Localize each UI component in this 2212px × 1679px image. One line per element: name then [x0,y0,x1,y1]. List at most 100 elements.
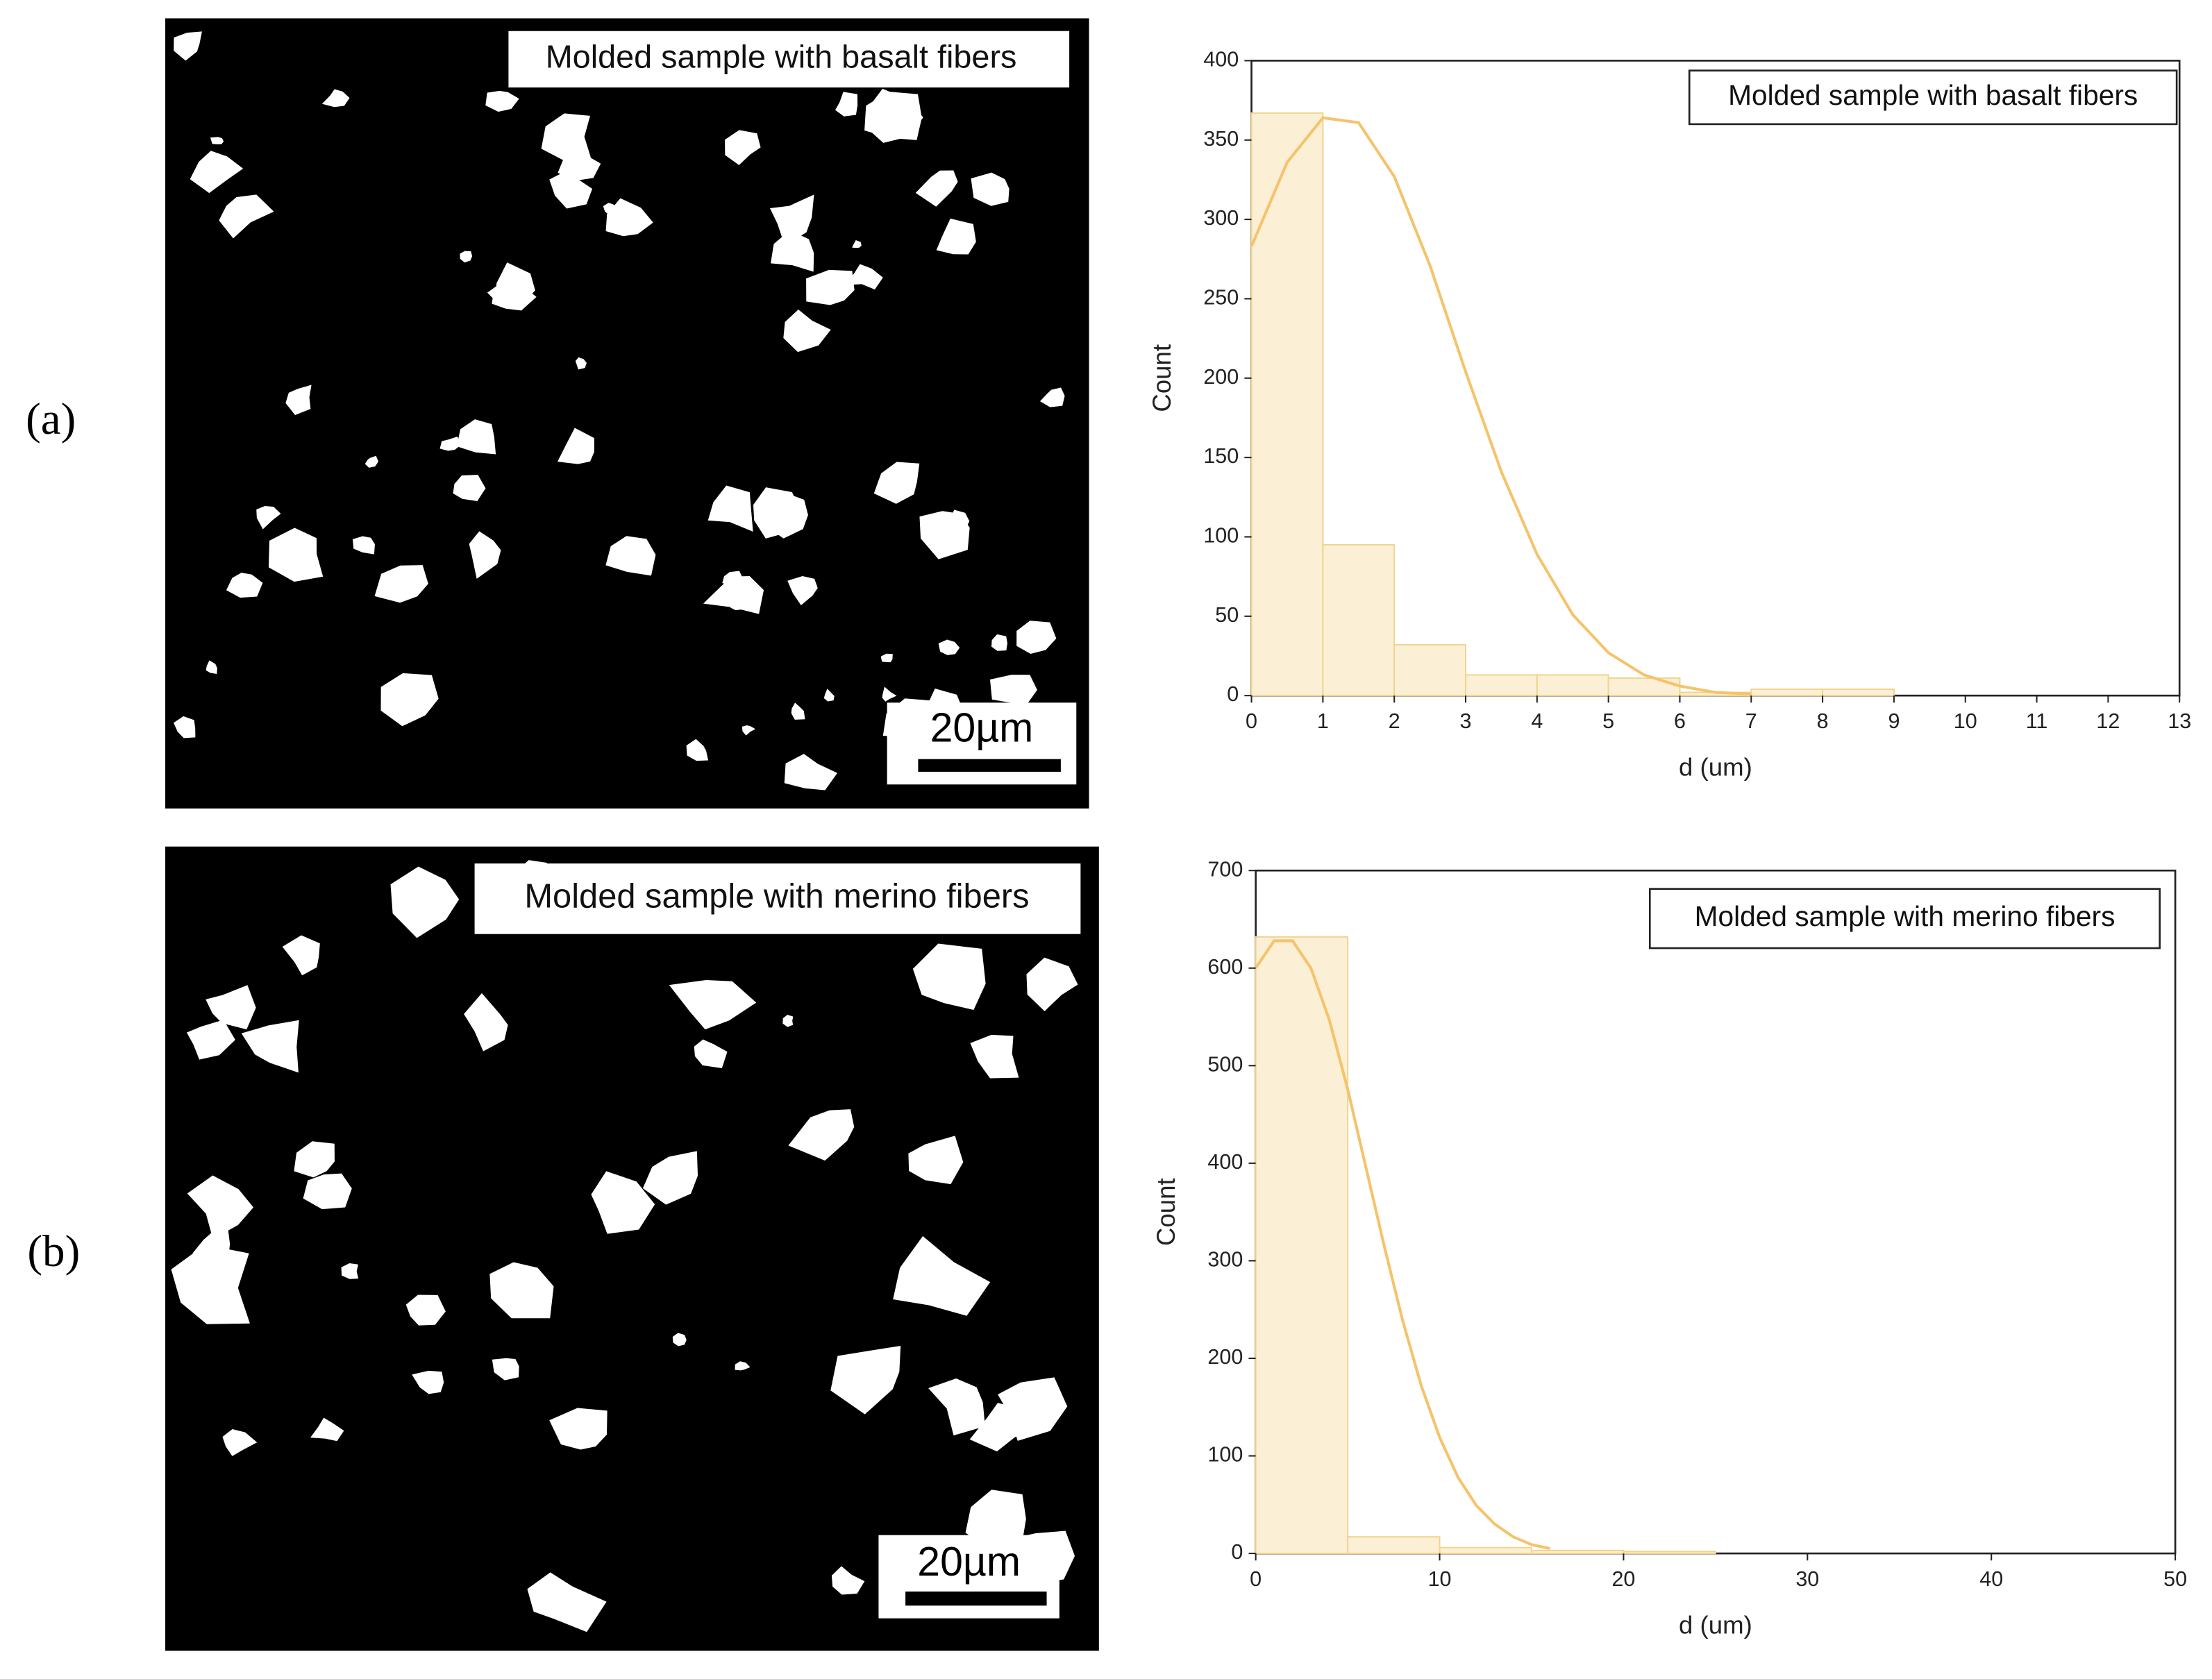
bar [1322,543,1396,697]
particle [226,573,263,598]
legend-text: Molded sample with merino fibers [1695,900,2115,932]
x-tick-label: 10 [1954,709,1977,733]
particle [741,725,756,736]
particle [1026,957,1078,1011]
particle [880,653,893,663]
y-tick-label: 200 [1203,365,1239,389]
particle [991,634,1007,651]
x-tick-label: 0 [1246,709,1257,733]
x-tick-label: 5 [1602,709,1614,733]
scale-bar [905,1591,1047,1606]
particle [893,1235,991,1316]
x-tick-label: 40 [1979,1567,2003,1591]
particle [222,1428,258,1456]
particle [341,1263,359,1279]
particle [769,194,814,246]
scale-bar [918,759,1061,772]
particle [970,1034,1019,1079]
particle [190,151,244,194]
caption-box [508,31,1070,88]
panel-label: (b) [27,1226,80,1276]
particle [174,716,196,739]
bar [1255,936,1349,1555]
particle [823,689,835,702]
y-tick-label: 50 [1215,603,1239,627]
particle [973,1419,985,1428]
particle [549,170,593,209]
legend-box [1688,69,2178,126]
particle [549,1408,608,1450]
x-tick-label: 10 [1428,1567,1452,1591]
particle [192,1229,231,1260]
particle [489,1262,554,1319]
particle [791,702,805,720]
particle [912,943,986,1011]
bar [1250,112,1324,697]
x-tick-label: 11 [2026,709,2048,733]
caption: Molded sample with basalt fibers [546,39,1017,75]
y-tick-label: 150 [1203,444,1239,468]
x-tick-label: 30 [1795,1567,1819,1591]
x-axis-title: d (um) [1679,753,1752,782]
particle [707,485,753,532]
particle [374,565,428,603]
particle [460,251,473,263]
particle [938,639,960,655]
y-tick-label: 250 [1203,286,1239,310]
particle [882,686,897,702]
y-axis-title: Count [1152,1178,1180,1246]
particle [321,89,350,108]
y-tick-label: 700 [1207,857,1243,881]
bar [1393,643,1467,697]
bar [1439,1546,1533,1555]
legend-box [1648,888,2161,950]
y-tick-label: 200 [1207,1345,1243,1369]
particle [456,419,496,455]
x-tick-label: 9 [1888,709,1900,733]
fit-curve [1254,939,1550,1551]
particle [788,1109,855,1161]
particle [771,230,814,272]
y-tick-label: 400 [1207,1150,1243,1174]
particle [971,172,1009,206]
bar [1536,674,1609,697]
x-tick-label: 2 [1389,709,1400,733]
particle [753,487,802,539]
x-tick-label: 12 [2096,709,2120,733]
particle [722,571,744,586]
y-axis-title: Count [1148,344,1176,412]
particle [703,575,764,614]
particle [219,194,274,239]
scale-text: 20µm [917,1539,1021,1585]
particle [365,455,379,468]
plot-frame [1255,869,2177,1555]
particle [527,1572,607,1632]
x-tick-label: 6 [1674,709,1686,733]
particle [206,660,217,675]
particle [830,1346,901,1415]
particle [672,1333,687,1347]
particle [485,90,519,112]
particle [998,1377,1068,1441]
particle [390,866,460,938]
particle [919,511,970,559]
particle [730,601,744,611]
particle [806,269,855,305]
particle [492,282,537,311]
particle [492,1358,519,1381]
particle [835,92,858,117]
particle [725,130,761,165]
y-tick-label: 0 [1231,1540,1243,1564]
y-tick-label: 400 [1203,47,1239,71]
particle [782,1014,794,1027]
y-tick-label: 100 [1207,1443,1243,1467]
particle [303,1173,352,1210]
particle [541,113,592,161]
particle [669,979,757,1030]
particle [171,1245,250,1324]
y-tick-label: 600 [1207,955,1243,979]
x-tick-label: 4 [1531,709,1543,733]
particle [464,993,508,1052]
